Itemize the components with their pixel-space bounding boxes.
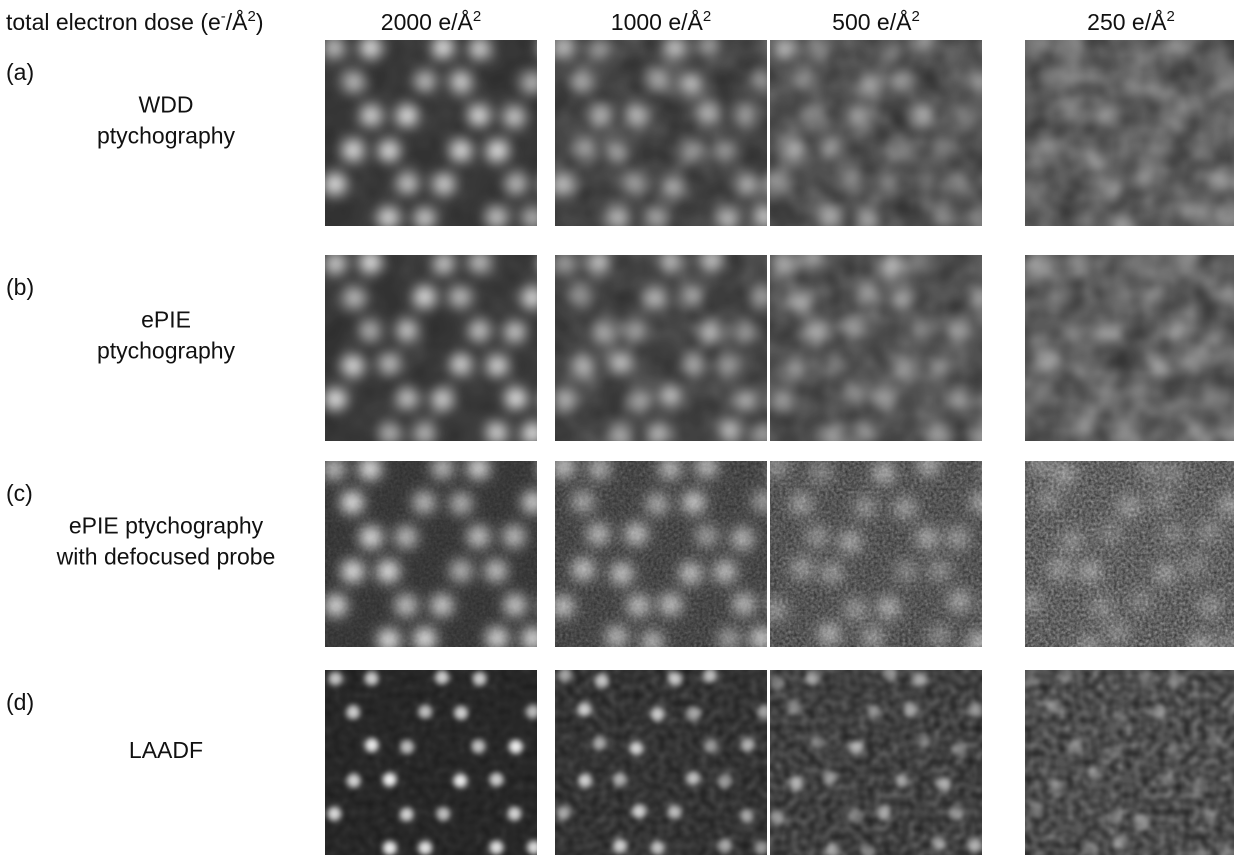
row-name: LAADF xyxy=(129,737,203,763)
row-name: ptychography xyxy=(97,123,236,149)
image-panel xyxy=(764,454,1025,653)
row-name: with defocused probe xyxy=(56,544,276,570)
image-panel xyxy=(1019,454,1234,657)
image-panel xyxy=(768,33,1022,231)
row-name: ePIE ptychography xyxy=(69,513,264,539)
row-label: (a) xyxy=(6,59,34,85)
image-panel xyxy=(324,251,580,444)
image-panel xyxy=(554,249,808,446)
image-panel xyxy=(1022,33,1234,235)
row-name: ptychography xyxy=(97,338,236,364)
column-header: 250 e/Å2 xyxy=(1087,8,1175,35)
column-header: 500 e/Å2 xyxy=(832,8,920,35)
column-header: 2000 e/Å2 xyxy=(381,8,481,35)
image-panel xyxy=(770,667,1025,855)
image-panel xyxy=(323,457,580,651)
image-panel xyxy=(1025,249,1234,442)
row-name: WDD xyxy=(139,92,194,118)
image-panel xyxy=(770,247,1022,448)
dose-axis-label: total electron dose (e-/Å2) xyxy=(6,8,264,35)
image-panel xyxy=(1023,670,1234,855)
column-header: 1000 e/Å2 xyxy=(611,8,711,35)
image-panel xyxy=(323,37,581,230)
row-label: (b) xyxy=(6,274,34,300)
row-label: (c) xyxy=(6,480,33,506)
row-name: ePIE xyxy=(141,307,191,333)
image-panel xyxy=(555,668,808,855)
row-label: (d) xyxy=(6,689,34,715)
image-panel xyxy=(325,670,577,855)
figure: total electron dose (e-/Å2) 2000 e/Å2 100… xyxy=(0,0,1234,855)
